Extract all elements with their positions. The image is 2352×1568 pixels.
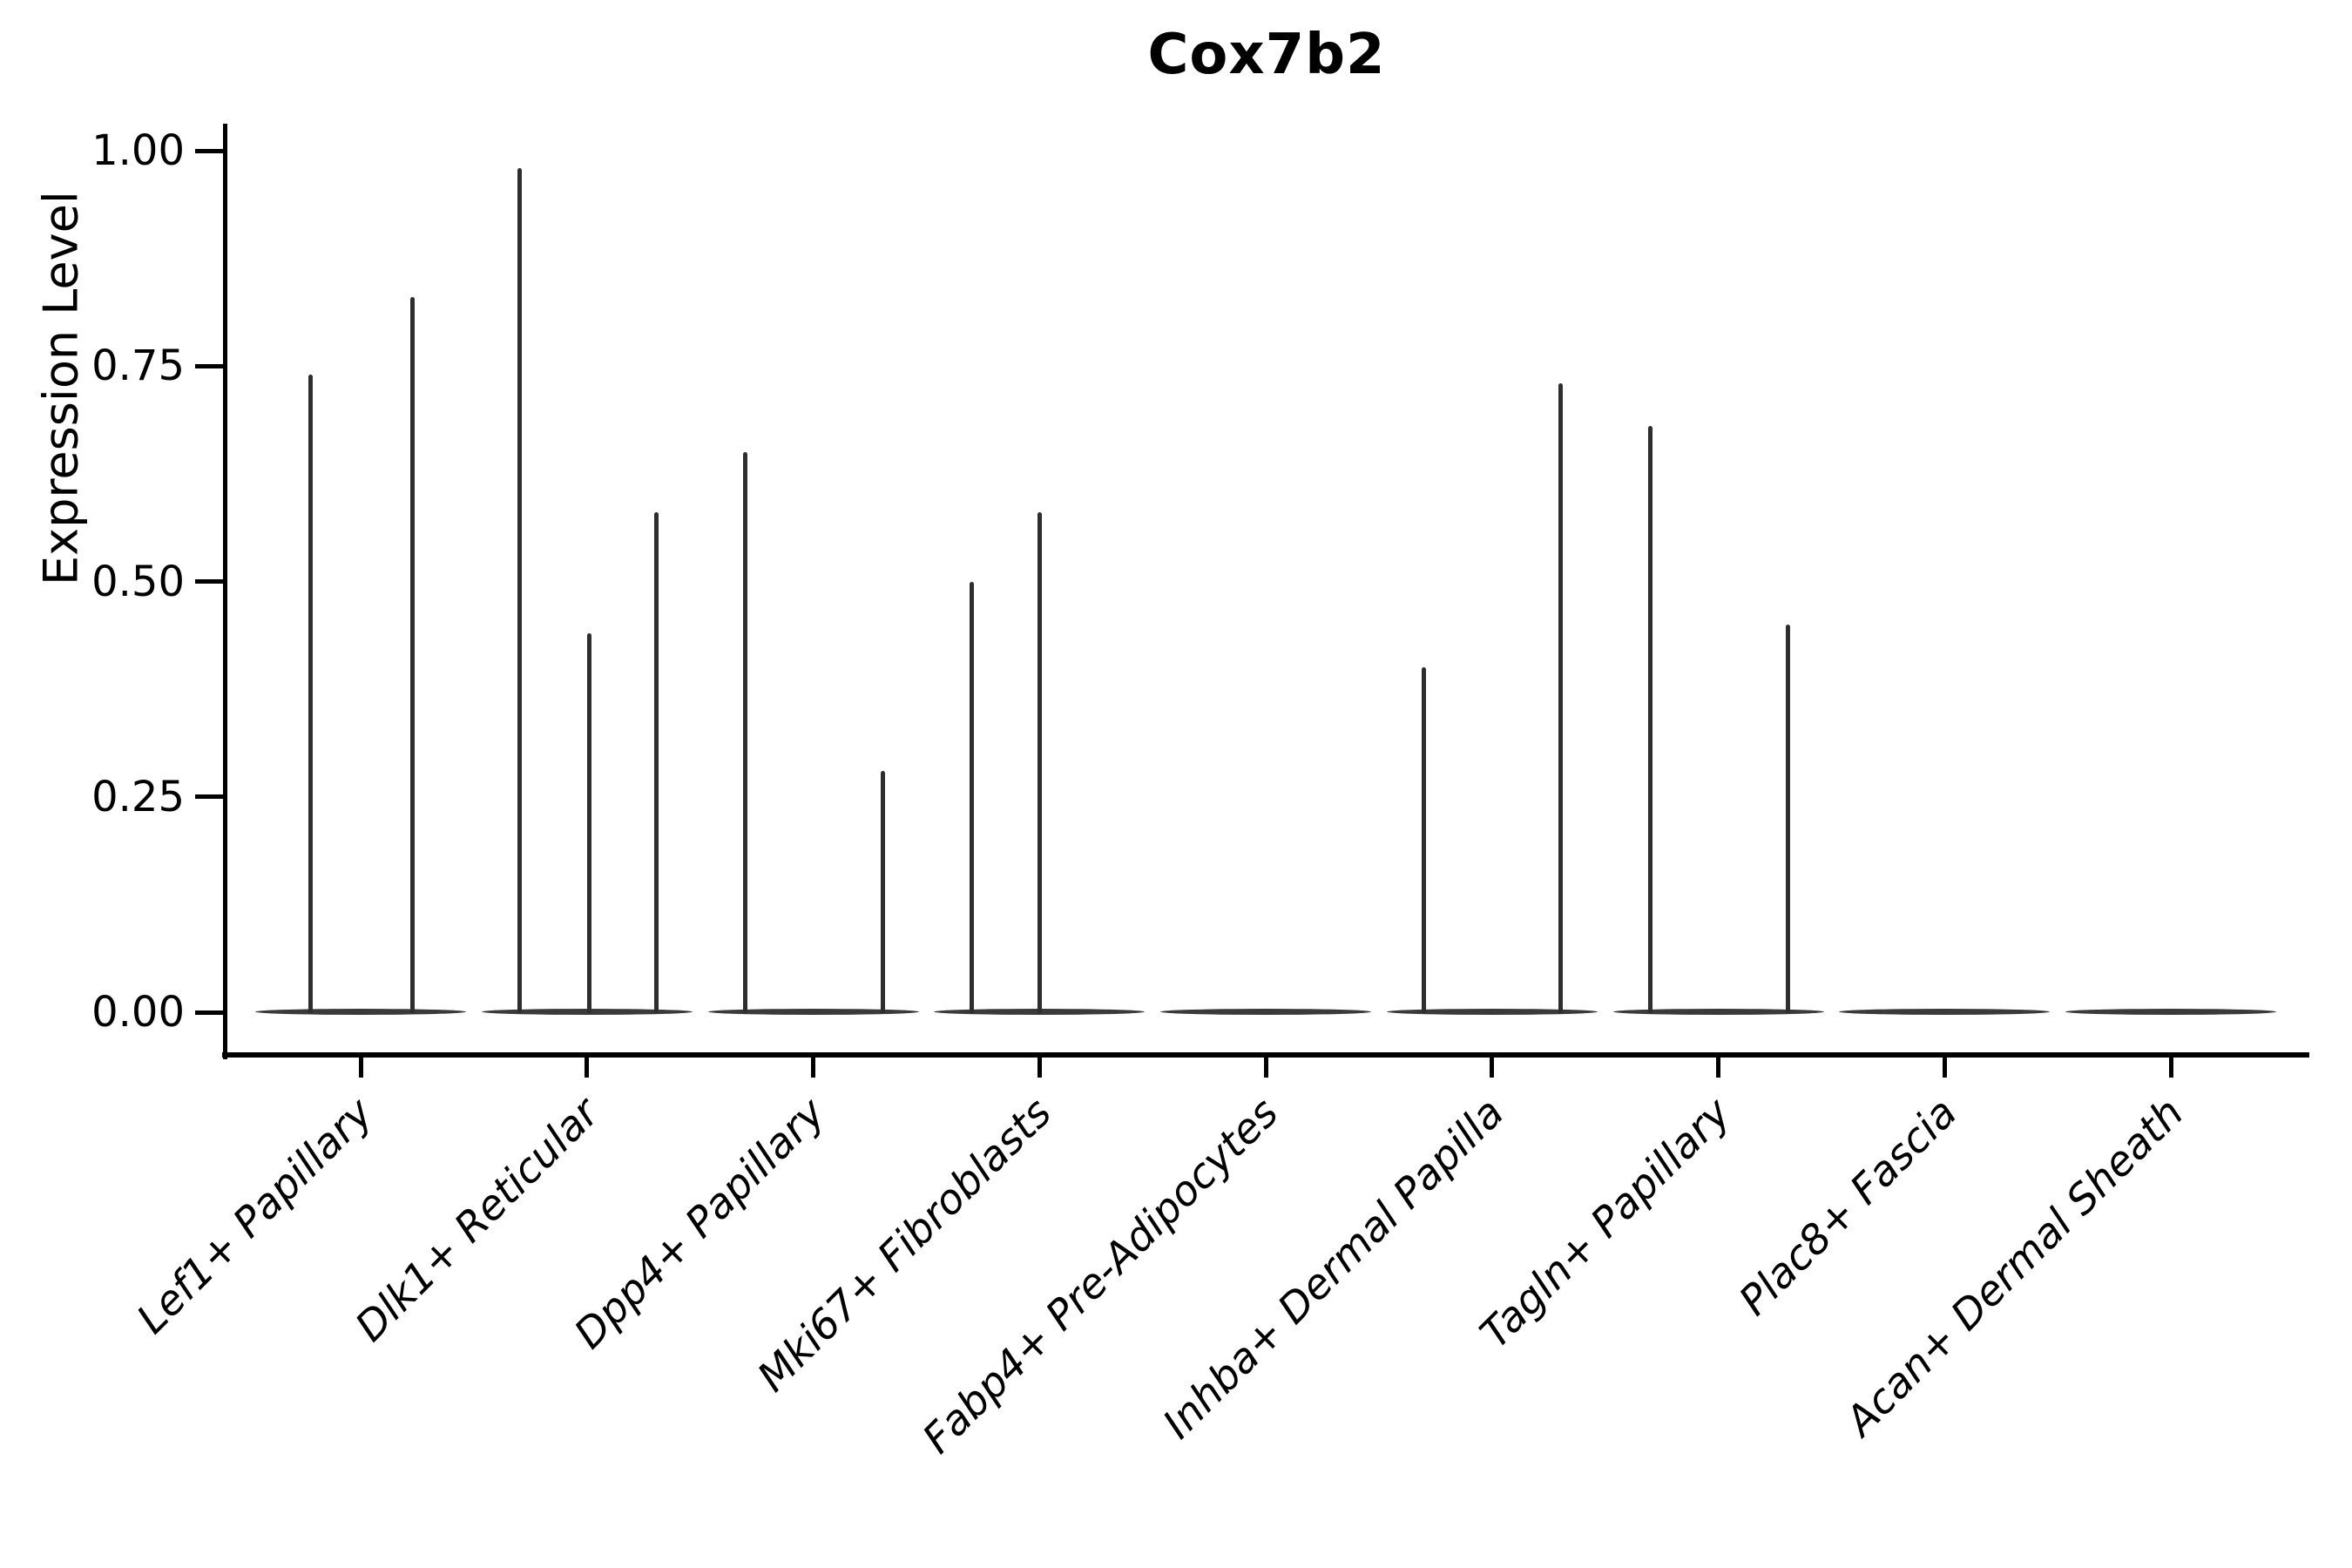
y-tick-mark — [195, 363, 225, 368]
violin-spike — [587, 632, 592, 1013]
violin-spike — [654, 512, 659, 1013]
violin-spike — [1558, 383, 1564, 1013]
violin-spike — [969, 581, 974, 1013]
x-tick-label: Tagln+ Papillary — [1470, 1089, 1740, 1358]
x-tick-label: Dpp4+ Papillary — [565, 1089, 835, 1359]
x-tick-mark — [358, 1057, 363, 1078]
x-axis-line — [222, 1052, 2309, 1058]
violin-spike — [409, 297, 415, 1013]
x-tick-mark — [1716, 1057, 1720, 1078]
violin-base — [1839, 1009, 2051, 1015]
violin-base — [1160, 1009, 1371, 1015]
plot-title: Cox7b2 — [1147, 23, 1386, 87]
violin-spike — [517, 167, 523, 1013]
violin-spike — [1648, 426, 1652, 1013]
x-tick-label: Lef1+ Papillary — [127, 1089, 382, 1344]
y-tick-label: 0.00 — [91, 988, 185, 1037]
violin-spike — [308, 375, 313, 1013]
x-tick-mark — [1942, 1057, 1947, 1078]
y-tick-mark — [195, 579, 225, 584]
y-tick-label: 0.75 — [91, 341, 185, 391]
violin-spike — [743, 452, 747, 1013]
x-tick-label: Dlk1+ Reticular — [346, 1089, 609, 1351]
y-tick-label: 1.00 — [91, 126, 185, 175]
x-tick-mark — [1263, 1057, 1268, 1078]
violin-spike — [1037, 512, 1042, 1013]
y-axis-line — [223, 124, 227, 1059]
violin-base — [2065, 1009, 2276, 1015]
y-tick-mark — [195, 1010, 225, 1015]
violin-spike — [1786, 624, 1790, 1013]
violin-base — [1386, 1009, 1598, 1015]
x-tick-mark — [585, 1057, 590, 1078]
violin-base — [1612, 1009, 1824, 1015]
violin-base — [255, 1009, 466, 1015]
y-tick-label: 0.25 — [91, 772, 185, 821]
violin-spike — [1422, 667, 1427, 1013]
y-tick-label: 0.50 — [91, 557, 185, 606]
y-tick-mark — [195, 794, 225, 800]
x-tick-mark — [2168, 1057, 2173, 1078]
violin-base — [481, 1009, 693, 1015]
x-tick-mark — [811, 1057, 815, 1078]
x-tick-mark — [1490, 1057, 1495, 1078]
x-tick-mark — [1037, 1057, 1042, 1078]
violin-base — [707, 1009, 919, 1015]
y-tick-mark — [195, 148, 225, 153]
x-tick-label: Plac8+ Fascia — [1730, 1089, 1967, 1326]
violin-spike — [881, 771, 885, 1013]
